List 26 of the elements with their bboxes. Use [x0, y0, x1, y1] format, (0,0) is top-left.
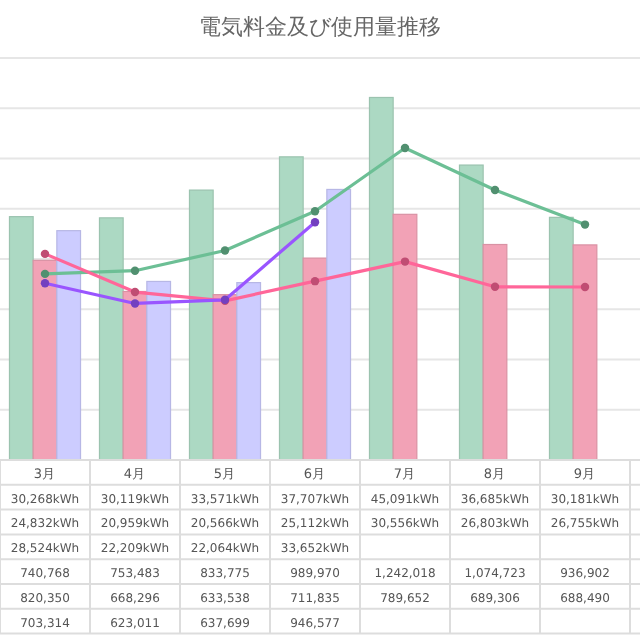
- bar: [302, 257, 328, 461]
- point: [580, 220, 590, 229]
- bar: [482, 243, 508, 461]
- point: [220, 246, 230, 255]
- bar: [8, 216, 34, 461]
- bar: [368, 96, 394, 461]
- bar: [326, 188, 352, 461]
- bar: [236, 282, 262, 461]
- bar: [98, 217, 124, 461]
- bar: [278, 156, 304, 461]
- bar: [392, 213, 418, 461]
- bar: [212, 294, 238, 461]
- point: [130, 266, 140, 275]
- point: [490, 185, 500, 195]
- bar: [548, 216, 574, 461]
- bar: [572, 244, 598, 461]
- point: [400, 143, 410, 153]
- bar: [32, 259, 58, 461]
- bar: [56, 230, 82, 461]
- point: [40, 269, 50, 279]
- bar: [146, 280, 172, 461]
- chart-title: 電気料金及び使用量推移: [199, 14, 441, 40]
- bar: [122, 290, 148, 461]
- bar: [188, 189, 214, 461]
- bar: [458, 164, 484, 461]
- point: [310, 207, 320, 216]
